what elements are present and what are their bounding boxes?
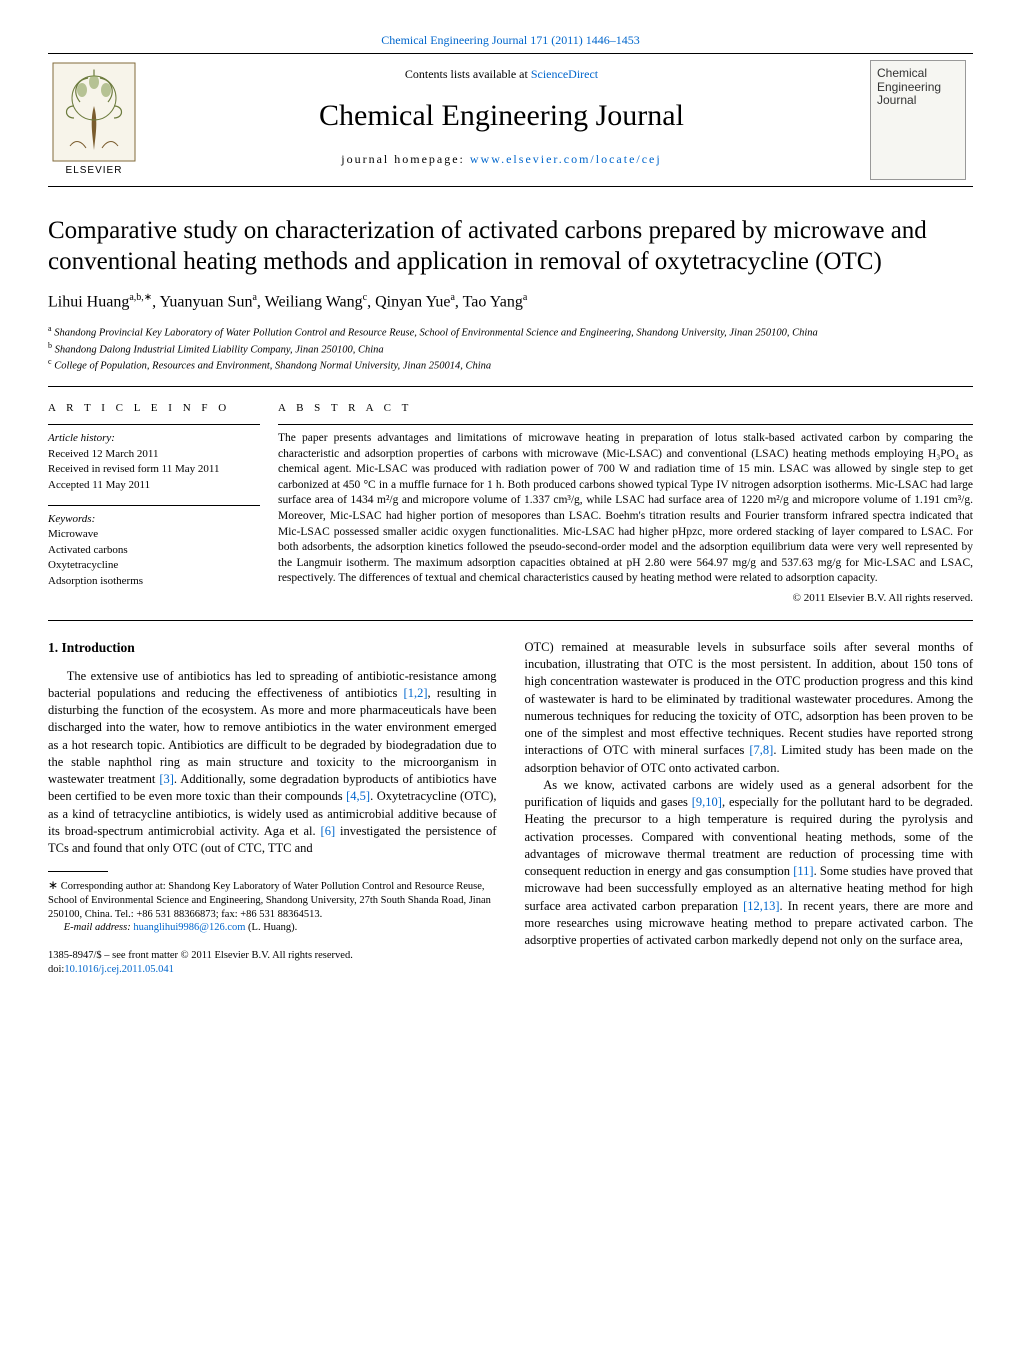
section-heading: 1. Introduction — [48, 639, 497, 658]
issn-line: 1385-8947/$ – see front matter © 2011 El… — [48, 949, 497, 963]
email-link[interactable]: huanglihui9986@126.com — [133, 922, 245, 933]
ref-link[interactable]: [12,13] — [743, 899, 779, 913]
journal-cover-thumb: Chemical Engineering Journal — [863, 60, 973, 180]
article-info: A R T I C L E I N F O Article history: R… — [48, 387, 278, 606]
ref-link[interactable]: [11] — [793, 864, 813, 878]
homepage-prefix: journal homepage: — [341, 152, 470, 166]
doi-block: 1385-8947/$ – see front matter © 2011 El… — [48, 949, 497, 976]
header-center: Contents lists available at ScienceDirec… — [140, 60, 863, 180]
affiliation-line: b Shandong Dalong Industrial Limited Lia… — [48, 341, 973, 358]
history-line: Received in revised form 11 May 2011 — [48, 462, 260, 477]
ref-link[interactable]: [9,10] — [692, 795, 722, 809]
affiliation-line: a Shandong Provincial Key Laboratory of … — [48, 324, 973, 341]
paragraph: OTC) remained at measurable levels in su… — [525, 639, 974, 777]
journal-header: ELSEVIER Contents lists available at Sci… — [48, 53, 973, 187]
history-line: Received 12 March 2011 — [48, 447, 260, 462]
corresponding-footnote: ∗ Corresponding author at: Shandong Key … — [48, 878, 497, 921]
abstract-text: The paper presents advantages and limita… — [278, 431, 973, 586]
ref-link[interactable]: [6] — [321, 824, 336, 838]
ref-link[interactable]: [3] — [159, 772, 174, 786]
email-suffix: (L. Huang). — [245, 922, 297, 933]
keyword: Adsorption isotherms — [48, 574, 260, 589]
affiliation-line: c College of Population, Resources and E… — [48, 357, 973, 374]
affiliations: a Shandong Provincial Key Laboratory of … — [48, 324, 973, 374]
journal-name: Chemical Engineering Journal — [148, 95, 855, 137]
abstract: A B S T R A C T The paper presents advan… — [278, 387, 973, 606]
right-column: OTC) remained at measurable levels in su… — [525, 639, 974, 976]
publisher-wordmark: ELSEVIER — [66, 164, 123, 178]
keyword: Activated carbons — [48, 543, 260, 558]
sciencedirect-link[interactable]: ScienceDirect — [531, 67, 598, 81]
body: 1. Introduction The extensive use of ant… — [48, 639, 973, 976]
doi-prefix: doi: — [48, 964, 64, 975]
keyword: Oxytetracycline — [48, 558, 260, 573]
publisher-logo: ELSEVIER — [48, 60, 140, 180]
elsevier-tree-icon — [52, 62, 136, 162]
keywords-label: Keywords: — [48, 512, 260, 527]
footnote-text: Corresponding author at: Shandong Key La… — [48, 881, 491, 919]
homepage-link[interactable]: www.elsevier.com/locate/cej — [470, 152, 662, 166]
doi-link[interactable]: 10.1016/j.cej.2011.05.041 — [64, 964, 174, 975]
authors-line: Lihui Huanga,b,∗, Yuanyuan Suna, Weilian… — [48, 291, 973, 314]
citation-link[interactable]: Chemical Engineering Journal 171 (2011) … — [381, 33, 640, 47]
email-label: E-mail address: — [64, 922, 134, 933]
keyword: Microwave — [48, 527, 260, 542]
article-title: Comparative study on characterization of… — [48, 215, 973, 278]
abstract-heading: A B S T R A C T — [278, 401, 973, 416]
asterisk-icon: ∗ — [48, 878, 58, 892]
ref-link[interactable]: [1,2] — [404, 686, 428, 700]
history-line: Accepted 11 May 2011 — [48, 478, 260, 493]
cover-title: Chemical Engineering Journal — [877, 67, 959, 108]
history-label: Article history: — [48, 431, 260, 446]
email-footnote: E-mail address: huanglihui9986@126.com (… — [48, 921, 497, 935]
left-column: 1. Introduction The extensive use of ant… — [48, 639, 497, 976]
paragraph: As we know, activated carbons are widely… — [525, 777, 974, 950]
contents-prefix: Contents lists available at — [405, 67, 531, 81]
running-head: Chemical Engineering Journal 171 (2011) … — [48, 32, 973, 49]
paragraph: The extensive use of antibiotics has led… — [48, 668, 497, 858]
info-heading: A R T I C L E I N F O — [48, 401, 260, 416]
ref-link[interactable]: [4,5] — [346, 789, 370, 803]
abstract-copyright: © 2011 Elsevier B.V. All rights reserved… — [278, 591, 973, 606]
ref-link[interactable]: [7,8] — [749, 743, 773, 757]
